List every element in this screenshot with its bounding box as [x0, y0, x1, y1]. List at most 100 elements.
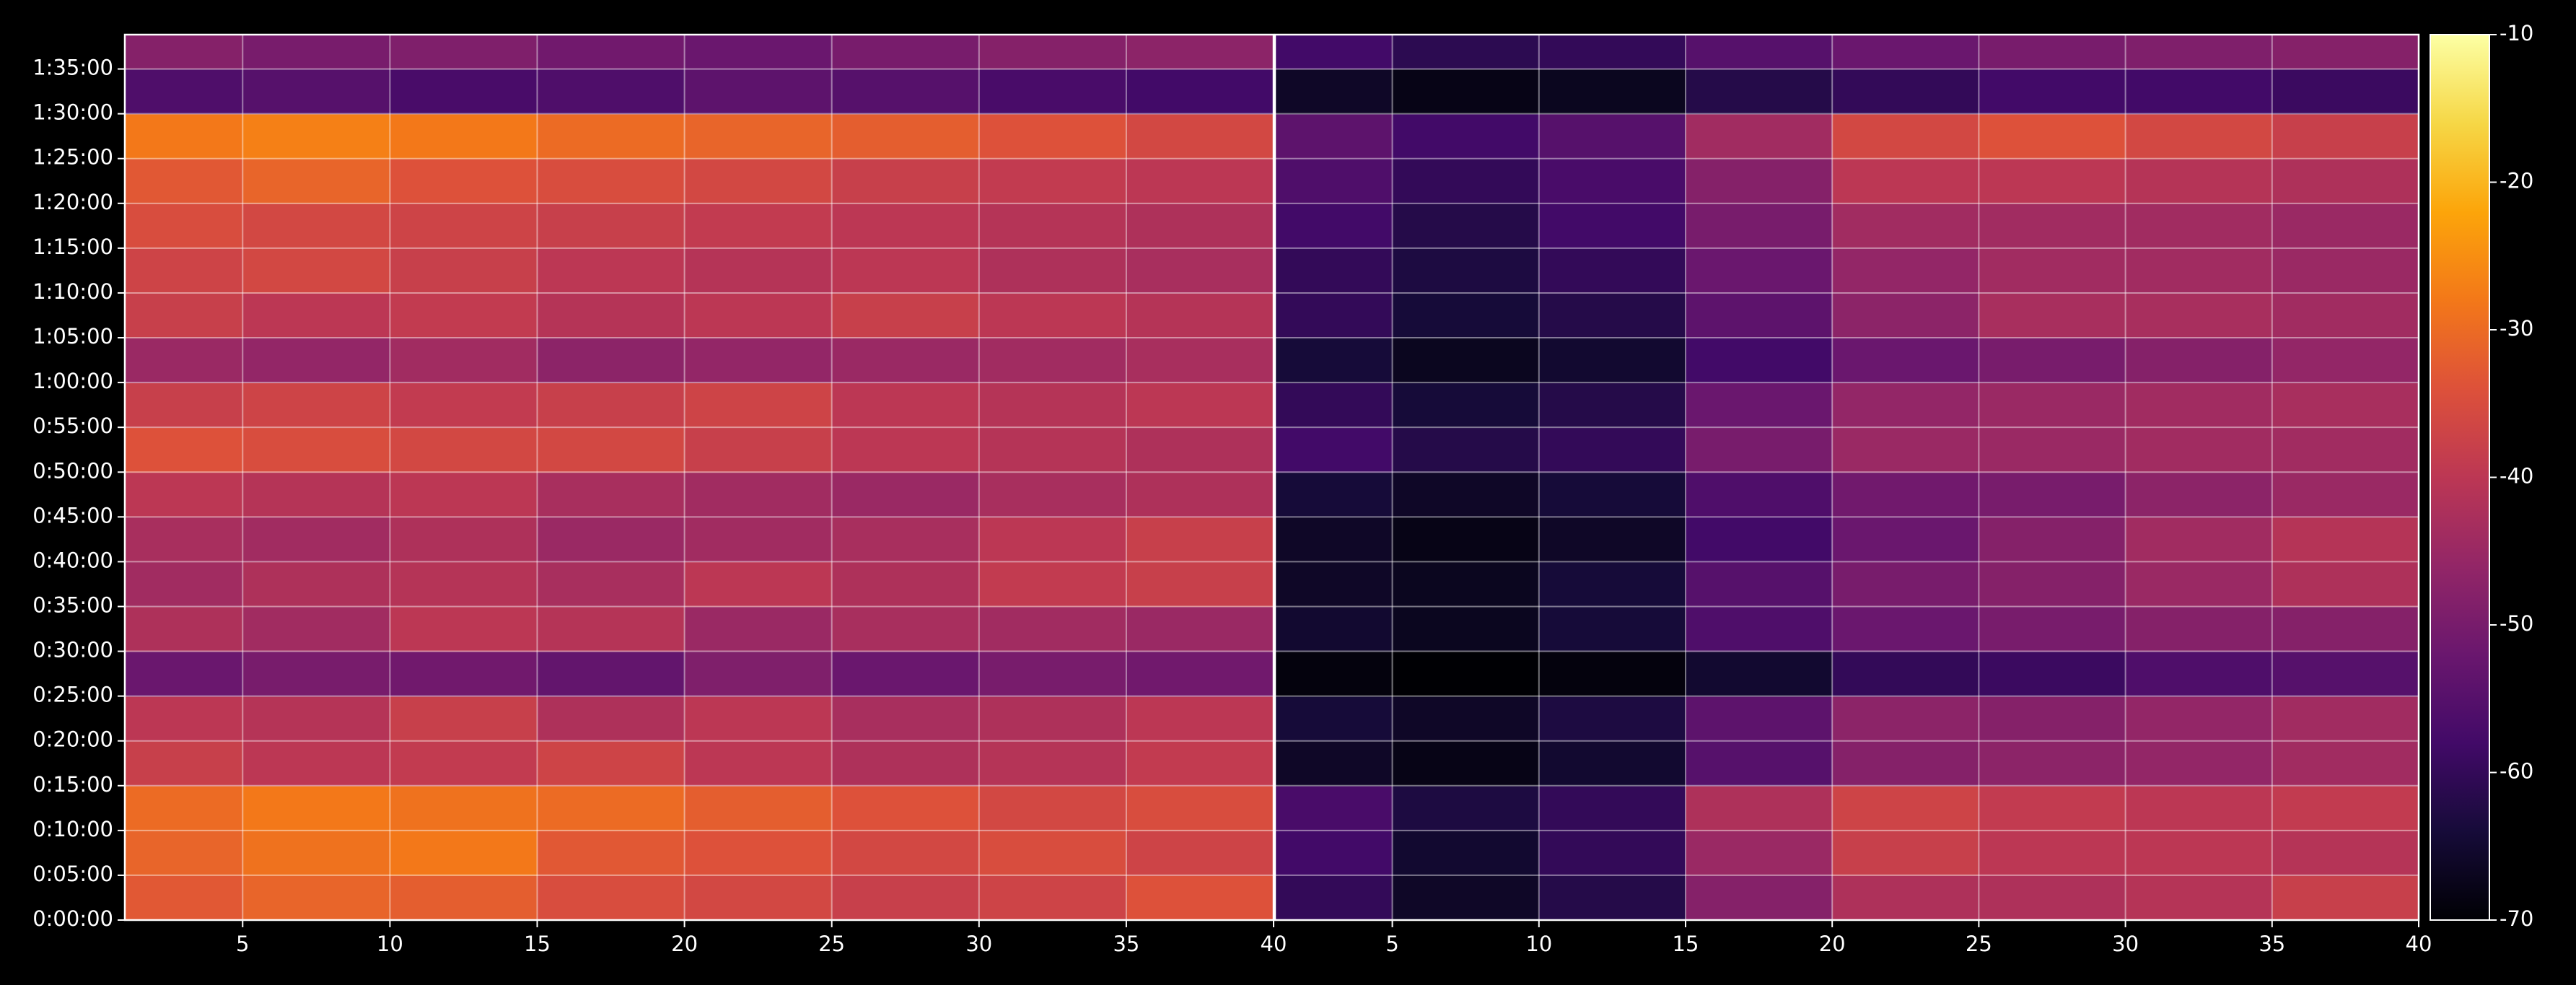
heatmap-cell [125, 785, 243, 831]
x-tick-label: 30 [2112, 932, 2139, 956]
heatmap-cell [978, 785, 1127, 831]
heatmap-cell [978, 651, 1127, 697]
heatmap-cell [1685, 606, 1833, 652]
heatmap-cell [1832, 69, 1979, 115]
y-tick-label: 1:10:00 [32, 279, 113, 304]
heatmap-cell [390, 561, 538, 608]
heatmap-cell [1275, 875, 1393, 921]
heatmap-cell [242, 651, 390, 697]
heatmap-cell [1126, 382, 1274, 428]
heatmap-cell [1979, 830, 2126, 876]
heatmap-cell [537, 427, 685, 473]
x-tick-label: 5 [236, 932, 249, 956]
heatmap-cell [1538, 517, 1686, 563]
heatmap-cell [2271, 69, 2419, 115]
heatmap-cell [2271, 740, 2419, 787]
heatmap-cell [831, 382, 980, 428]
heatmap-cell [684, 158, 833, 204]
x-tick-label: 15 [1673, 932, 1699, 956]
heatmap-cell [125, 517, 243, 563]
heatmap-cell [2125, 382, 2273, 428]
heatmap-cell [2271, 696, 2419, 742]
heatmap-cell [2125, 785, 2273, 831]
heatmap-cell [1832, 875, 1979, 921]
heatmap-cell [1979, 472, 2126, 517]
heatmap-cell [978, 338, 1127, 383]
y-tick-label: 0:05:00 [32, 862, 113, 886]
heatmap-cell [390, 35, 538, 70]
heatmap-cell [125, 875, 243, 921]
y-tick-label: 1:35:00 [32, 56, 113, 80]
heatmap-cell [1126, 561, 1274, 608]
heatmap-cell [242, 517, 390, 563]
heatmap-cell [537, 113, 685, 159]
heatmap-cell [242, 740, 390, 787]
heatmap-cell [125, 696, 243, 742]
heatmap-cell [1275, 606, 1393, 652]
heatmap-cell [684, 292, 833, 338]
heatmap-cell [1979, 651, 2126, 697]
heatmap-cell [684, 561, 833, 608]
heatmap-cell [1538, 292, 1686, 338]
heatmap-cell [684, 830, 833, 876]
heatmap-cell [978, 606, 1127, 652]
heatmap-cell [1979, 382, 2126, 428]
heatmap-cell [2271, 382, 2419, 428]
heatmap-cell [1392, 338, 1540, 383]
heatmap-cell [1275, 203, 1393, 249]
heatmap-cell [1275, 248, 1393, 294]
heatmap-cell [1832, 248, 1979, 294]
heatmap-cell [390, 427, 538, 473]
heatmap-cell [242, 785, 390, 831]
heatmap-cell [1832, 561, 1979, 608]
y-tick-label: 1:30:00 [32, 100, 113, 125]
heatmap-cell [1832, 113, 1979, 159]
heatmap-cell [125, 158, 243, 204]
heatmap-cell [1275, 561, 1393, 608]
heatmap-cell [2125, 248, 2273, 294]
heatmap-cell [978, 517, 1127, 563]
heatmap-cell [242, 113, 390, 159]
heatmap-cell [125, 69, 243, 115]
heatmap-cell [242, 830, 390, 876]
heatmap-cell [1275, 472, 1393, 517]
heatmap-cell [1685, 338, 1833, 383]
colorbar-tick-label: -30 [2500, 316, 2533, 341]
heatmap-cell [831, 69, 980, 115]
heatmap-cell [2271, 292, 2419, 338]
heatmap-cell [2125, 517, 2273, 563]
y-tick-label: 1:05:00 [32, 324, 113, 349]
heatmap-cell [831, 740, 980, 787]
heatmap-cell [242, 875, 390, 921]
y-tick-label: 0:40:00 [32, 548, 113, 572]
heatmap-cell [1832, 606, 1979, 652]
heatmap-cell [1832, 517, 1979, 563]
heatmap-cell [1979, 606, 2126, 652]
heatmap-cell [684, 606, 833, 652]
x-tick-label: 35 [1113, 932, 1139, 956]
heatmap-cell [125, 113, 243, 159]
heatmap-cell [1979, 158, 2126, 204]
heatmap-cell [537, 203, 685, 249]
heatmap-cell [1832, 740, 1979, 787]
heatmap-cell [1832, 651, 1979, 697]
heatmap-cell [684, 785, 833, 831]
x-tick-label: 20 [671, 932, 698, 956]
heatmap-cell [242, 696, 390, 742]
heatmap-cell [2125, 472, 2273, 517]
heatmap-cell [831, 292, 980, 338]
heatmap-cell [1392, 292, 1540, 338]
heatmap-cell [1275, 382, 1393, 428]
heatmap-cell [1126, 338, 1274, 383]
heatmap-cell [2125, 561, 2273, 608]
heatmap-cell [2271, 158, 2419, 204]
heatmap-cell [1538, 561, 1686, 608]
heatmap-cell [1979, 875, 2126, 921]
heatmap-cell [2271, 203, 2419, 249]
heatmap-cell [390, 606, 538, 652]
heatmap-cell [390, 785, 538, 831]
heatmap-cell [1538, 35, 1686, 70]
heatmap-cell [125, 338, 243, 383]
heatmap-cell [978, 740, 1127, 787]
heatmap-cell [831, 203, 980, 249]
